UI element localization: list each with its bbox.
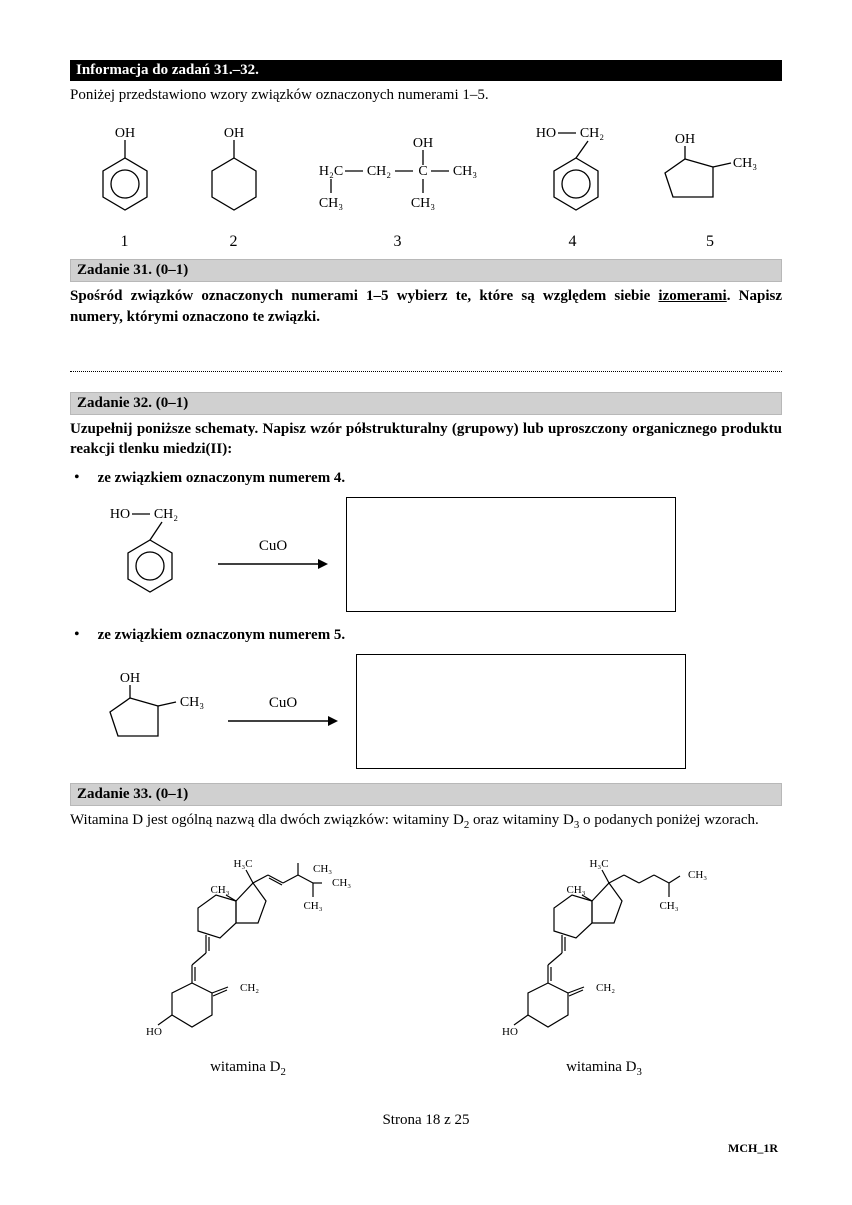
reactant-4-svg: HO CH₂ xyxy=(100,500,200,610)
molecule-5-svg: OH CH₃ xyxy=(663,123,758,223)
molecule-2: OH 2 xyxy=(204,123,264,251)
d3-ho: HO xyxy=(502,1026,518,1038)
task33-header: Zadanie 33. (0–1) xyxy=(70,783,782,806)
mol3-h2c: H₂C xyxy=(318,164,342,179)
info-intro-text: Poniżej przedstawiono wzory związków ozn… xyxy=(70,85,782,105)
arrow-2-svg xyxy=(228,714,338,728)
reaction-row-1: HO CH₂ CuO xyxy=(100,497,782,612)
molecule-1-svg: OH xyxy=(95,123,155,223)
answer-dotted-line xyxy=(70,357,782,372)
arrow-1-svg xyxy=(218,557,328,571)
r4-ch2: CH₂ xyxy=(154,507,178,522)
vitamin-d3: H₃C CH₃ CH₃ CH₃ xyxy=(494,853,714,1078)
mol3-ch2: CH₂ xyxy=(366,164,390,179)
bullet-icon: • xyxy=(74,469,80,487)
vitamin-d2-svg: H₃C CH₃ CH₃ CH₃ CH₃ xyxy=(138,853,358,1053)
mol4-ch2: CH₂ xyxy=(579,126,603,141)
mol-label-4: 4 xyxy=(569,233,577,251)
task32-header: Zadanie 32. (0–1) xyxy=(70,392,782,415)
d3-ch2: CH₂ xyxy=(596,982,615,994)
d3-label-sub: 3 xyxy=(637,1066,642,1078)
mol3-ch3b2: CH₃ xyxy=(410,196,434,211)
r5-ch3: CH₃ xyxy=(180,695,204,710)
mol-label-2: 2 xyxy=(230,233,238,251)
arrow-2-label: CuO xyxy=(269,695,297,712)
document-code: MCH_1R xyxy=(70,1141,782,1156)
task32-body: Uzupełnij poniższe schematy. Napisz wzór… xyxy=(70,419,782,460)
r5-oh: OH xyxy=(120,671,140,686)
d2-h3c-1: H₃C xyxy=(233,858,252,870)
task31-body-a: Spośród związków oznaczonych numerami 1–… xyxy=(70,288,658,304)
reaction-row-2: OH CH₃ CuO xyxy=(100,654,782,769)
mol3-ch3r: CH₃ xyxy=(452,164,476,179)
task31-header: Zadanie 31. (0–1) xyxy=(70,259,782,282)
vitamin-d2-label: witamina D2 xyxy=(210,1059,286,1078)
d3-h3c-1: H₃C xyxy=(589,858,608,870)
bullet-icon-2: • xyxy=(74,626,80,644)
mol1-oh: OH xyxy=(114,126,134,141)
molecule-4: HO CH₂ 4 xyxy=(532,123,614,251)
d2-ho: HO xyxy=(146,1026,162,1038)
arrow-1-label: CuO xyxy=(259,538,287,555)
task32-bullet2: ze związkiem oznaczonym numerem 5. xyxy=(98,627,346,644)
answer-box-2 xyxy=(356,654,686,769)
molecule-3: OH H₂C CH₂ C CH₃ CH₃ CH₃ 3 xyxy=(313,123,483,251)
task33-body: Witamina D jest ogólną nazwą dla dwóch z… xyxy=(70,810,782,833)
arrow-1: CuO xyxy=(218,538,328,571)
mol-label-1: 1 xyxy=(121,233,129,251)
mol4-ho: HO xyxy=(535,126,555,141)
d3-label-pre: witamina D xyxy=(566,1059,636,1075)
molecule-1: OH 1 xyxy=(95,123,155,251)
molecule-3-svg: OH H₂C CH₂ C CH₃ CH₃ CH₃ xyxy=(313,123,483,223)
mol3-c: C xyxy=(418,164,427,179)
info-header-bar: Informacja do zadań 31.–32. xyxy=(70,60,782,81)
d2-ch3-1: CH₃ xyxy=(313,863,332,875)
page-footer: Strona 18 z 25 xyxy=(70,1112,782,1129)
task31-underline: izomerami xyxy=(658,288,726,304)
molecule-4-svg: HO CH₂ xyxy=(532,123,614,223)
vitamin-d3-svg: H₃C CH₃ CH₃ CH₃ xyxy=(494,853,714,1053)
mol2-oh: OH xyxy=(223,126,243,141)
mol5-ch3: CH₃ xyxy=(732,156,756,171)
vitamin-d3-label: witamina D3 xyxy=(566,1059,642,1078)
d3-ch3-2: CH₃ xyxy=(659,900,678,912)
task32-bullet1-row: • ze związkiem oznaczonym numerem 4. xyxy=(70,469,782,487)
answer-box-1 xyxy=(346,497,676,612)
d2-ch2: CH₂ xyxy=(240,982,259,994)
molecule-2-svg: OH xyxy=(204,123,264,223)
d2-label-sub: 2 xyxy=(281,1066,286,1078)
mol5-oh: OH xyxy=(674,132,694,147)
mol3-oh: OH xyxy=(412,136,432,151)
molecule-5: OH CH₃ 5 xyxy=(663,123,758,251)
arrow-2: CuO xyxy=(228,695,338,728)
molecules-row: OH 1 OH 2 OH H₂C CH₂ C CH₃ xyxy=(70,123,782,251)
task31-body: Spośród związków oznaczonych numerami 1–… xyxy=(70,286,782,327)
vitamin-d2: H₃C CH₃ CH₃ CH₃ CH₃ xyxy=(138,853,358,1078)
task32-bullet2-row: • ze związkiem oznaczonym numerem 5. xyxy=(70,626,782,644)
d3-ch3-ring: CH₃ xyxy=(566,884,585,896)
d2-ch3-ring: CH₃ xyxy=(210,884,229,896)
d2-ch3-2: CH₃ xyxy=(332,877,351,889)
d3-ch3-1: CH₃ xyxy=(688,869,707,881)
reactant-5-svg: OH CH₃ xyxy=(100,662,210,762)
task32-bullet1: ze związkiem oznaczonym numerem 4. xyxy=(98,470,346,487)
t33-c: o podanych poniżej wzorach. xyxy=(579,812,759,828)
vitamins-row: H₃C CH₃ CH₃ CH₃ CH₃ xyxy=(70,853,782,1078)
mol3-ch3b1: CH₃ xyxy=(318,196,342,211)
mol-label-3: 3 xyxy=(394,233,402,251)
t33-a: Witamina D jest ogólną nazwą dla dwóch z… xyxy=(70,812,464,828)
t33-b: oraz witaminy D xyxy=(469,812,574,828)
mol-label-5: 5 xyxy=(706,233,714,251)
d2-ch3-3: CH₃ xyxy=(303,900,322,912)
d2-label-pre: witamina D xyxy=(210,1059,280,1075)
r4-ho: HO xyxy=(110,507,130,522)
